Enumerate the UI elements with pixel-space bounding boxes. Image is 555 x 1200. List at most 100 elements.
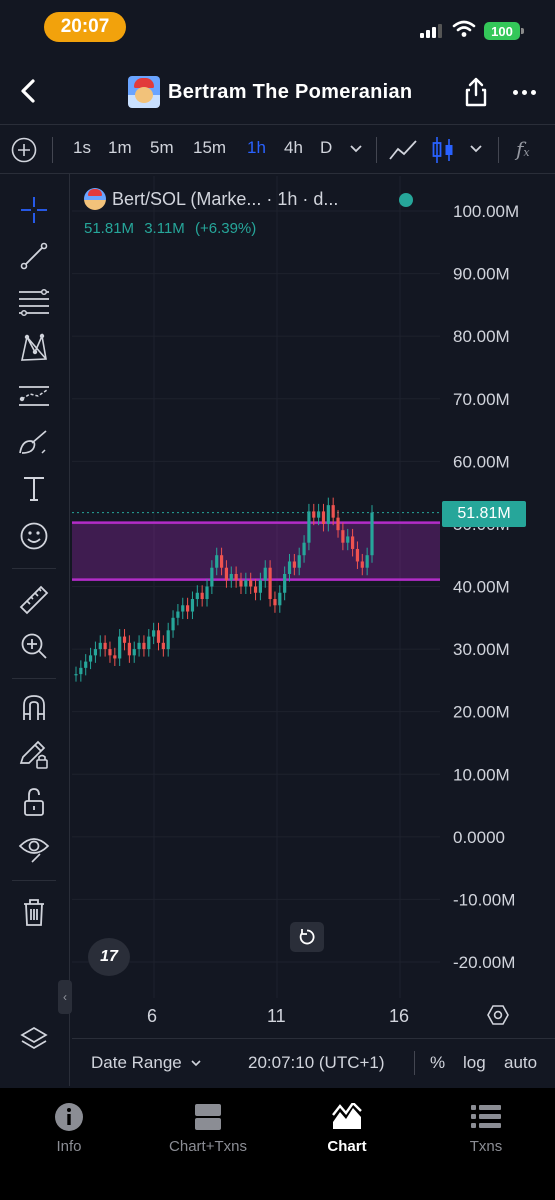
remove-drawings-tool[interactable]: [18, 896, 50, 928]
reset-chart-button[interactable]: [290, 922, 324, 952]
brush-tool[interactable]: [18, 426, 50, 458]
interval-1s[interactable]: 1s: [73, 138, 91, 157]
add-symbol-icon[interactable]: [11, 137, 37, 163]
drawing-toolbar: [0, 174, 70, 1086]
tradingview-logo[interactable]: 17: [88, 938, 130, 976]
app-header: Bertram The Pomeranian: [0, 62, 555, 122]
candle: [74, 674, 78, 676]
candle: [195, 592, 199, 600]
tab-label: Chart+Txns: [169, 1138, 247, 1155]
unlock-icon: [24, 788, 44, 816]
token-avatar: [128, 76, 160, 108]
candle: [360, 561, 364, 568]
log-toggle[interactable]: log: [463, 1053, 486, 1072]
auto-toggle[interactable]: auto: [504, 1053, 538, 1072]
tab-label: Info: [56, 1138, 82, 1155]
interval-1h[interactable]: 1h: [247, 138, 266, 157]
candle: [176, 611, 180, 618]
signal-icon: [420, 24, 444, 38]
crosshair-tool[interactable]: [18, 194, 50, 226]
chart-toolbar: 1s 1m 5m 15m 1h 4h D fx: [0, 124, 555, 174]
candle: [210, 567, 214, 587]
tab-chart[interactable]: Chart: [292, 1102, 402, 1155]
lock-drawings-tool[interactable]: [18, 738, 50, 770]
info-icon: [55, 1103, 83, 1131]
percent-toggle[interactable]: %: [430, 1053, 446, 1072]
candle: [292, 561, 296, 568]
emoji-tool[interactable]: [18, 520, 50, 552]
candle: [122, 636, 127, 643]
interval-5m[interactable]: 5m: [150, 138, 174, 157]
candle: [215, 555, 219, 568]
candle: [118, 636, 122, 659]
lock-tool[interactable]: [18, 786, 50, 818]
indicators-icon[interactable]: fx: [516, 137, 530, 161]
chevron-down-icon[interactable]: [349, 144, 363, 154]
line-chart-type-icon[interactable]: [388, 137, 418, 163]
zoom-tool[interactable]: [18, 630, 50, 662]
fib-retracement-icon: [19, 288, 49, 317]
candle: [142, 642, 146, 650]
object-tree-tool[interactable]: [18, 1024, 50, 1056]
tab-info[interactable]: Info: [14, 1102, 124, 1155]
pencil-lock-icon: [19, 740, 48, 769]
back-button[interactable]: [14, 76, 42, 106]
tab-chart-txns[interactable]: Chart+Txns: [153, 1102, 263, 1155]
candle: [263, 567, 267, 581]
price-axis-label: 20.00M: [453, 703, 510, 722]
legend-change: 3.11M: [144, 220, 185, 237]
candle: [113, 655, 117, 659]
candle: [93, 649, 98, 656]
trend-line-tool[interactable]: [18, 240, 50, 272]
share-button[interactable]: [462, 76, 490, 108]
more-icon: [512, 89, 518, 95]
tab-txns[interactable]: Txns: [431, 1102, 541, 1155]
interval-1m[interactable]: 1m: [108, 138, 132, 157]
more-button[interactable]: [510, 76, 538, 108]
interval-d[interactable]: D: [320, 138, 333, 157]
chart-txns-icon: [195, 1104, 221, 1130]
settings-icon[interactable]: [487, 1004, 509, 1026]
candle: [181, 605, 185, 612]
candle: [224, 567, 229, 581]
candle: [84, 661, 88, 668]
candle: [317, 511, 321, 518]
support-zone: [72, 522, 440, 580]
visibility-tool[interactable]: [18, 832, 50, 864]
price-axis-label: 30.00M: [453, 640, 510, 659]
status-bar: 20:07 100: [0, 0, 555, 60]
clock-readout[interactable]: 20:07:10 (UTC+1): [248, 1053, 385, 1072]
interval-15m[interactable]: 15m: [193, 138, 227, 157]
forecast-tool[interactable]: [18, 380, 50, 412]
legend-last: 51.81M: [84, 220, 135, 237]
candle: [156, 630, 161, 643]
candle: [273, 599, 277, 606]
price-axis-label: 0.0000: [453, 828, 505, 847]
list-icon: [471, 1105, 501, 1128]
fib-tool[interactable]: [18, 286, 50, 318]
symbol-label[interactable]: Bert/SOL (Marke... · 1h · d...: [112, 188, 339, 209]
chevron-down-icon[interactable]: [469, 144, 483, 154]
trash-icon: [24, 899, 44, 926]
candle: [166, 630, 170, 650]
date-range-button[interactable]: Date Range: [91, 1053, 202, 1073]
magnet-tool[interactable]: [18, 692, 50, 724]
candle: [341, 530, 345, 543]
candle: [200, 592, 204, 600]
measure-tool[interactable]: [18, 584, 50, 616]
candle: [88, 655, 93, 662]
text-tool[interactable]: [18, 472, 50, 504]
symbol-avatar: [84, 188, 106, 210]
candle: [268, 567, 272, 600]
candle: [365, 555, 369, 568]
price-axis-label: 10.00M: [453, 765, 510, 784]
interval-4h[interactable]: 4h: [284, 138, 303, 157]
candle: [346, 536, 350, 543]
price-axis-label: -20.00M: [453, 953, 515, 972]
candles-icon[interactable]: [432, 135, 454, 165]
trend-line-icon: [20, 242, 48, 270]
pattern-tool[interactable]: [18, 332, 50, 364]
candle: [79, 667, 83, 675]
collapse-toolbar-button[interactable]: ‹: [58, 980, 72, 1014]
price-chart[interactable]: 100.00M90.00M80.00M70.00M60.00M50.00M40.…: [72, 176, 555, 998]
